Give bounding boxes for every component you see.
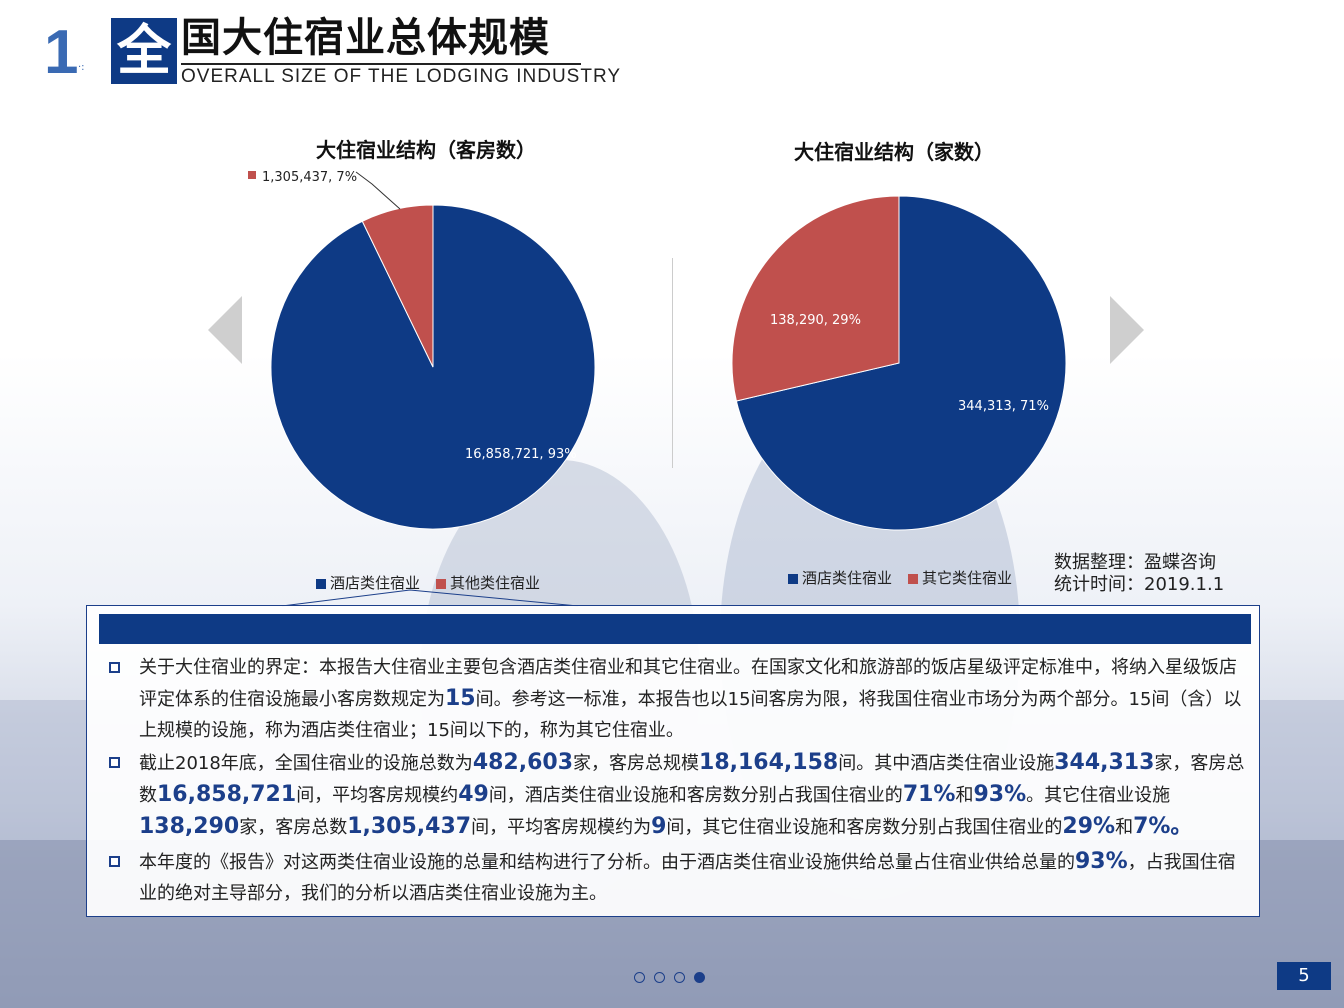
legend-swatch	[316, 578, 326, 589]
pie2-slice-0	[735, 195, 1067, 531]
pager-dot-2[interactable]	[654, 972, 665, 983]
text-span: 间。其中酒店类住宿业设施	[838, 753, 1055, 774]
highlight-value: 18,164,158	[699, 750, 839, 775]
square-bullet-icon	[109, 757, 120, 768]
decorative-dots: ·:	[78, 62, 85, 73]
paragraph-3: 本年度的《报告》对这两类住宿业设施的总量和结构进行了分析。由于酒店类住宿业设施供…	[109, 846, 1249, 909]
chart-title-rooms: 大住宿业结构（客房数）	[316, 138, 536, 162]
highlight-value: 7%。	[1133, 814, 1193, 839]
text-span: 和	[955, 785, 974, 806]
highlight-value: 9	[651, 814, 667, 839]
highlight-value: 482,603	[472, 750, 574, 775]
source-line-1: 数据整理：盈蝶咨询	[1054, 552, 1216, 573]
pie2-slice-1	[731, 195, 900, 402]
section-number: 1	[44, 18, 79, 87]
square-bullet-icon	[109, 662, 120, 673]
page-subtitle: OVERALL SIZE OF THE LODGING INDUSTRY	[181, 66, 622, 87]
pie1-other-label: 1,305,437, 7%	[248, 170, 357, 185]
page-title: 国大住宿业总体规模	[181, 15, 550, 61]
next-arrow-icon[interactable]	[1110, 296, 1144, 364]
pager-dot-3[interactable]	[674, 972, 685, 983]
chart-title-count: 大住宿业结构（家数）	[794, 140, 994, 164]
text-span: 间。参考这一标准，本报告也以15间客房为限，将我国住宿业市场分为两个部分。15间…	[139, 689, 1242, 741]
square-bullet-icon	[109, 856, 120, 867]
highlight-value: 93%	[1075, 849, 1128, 874]
highlight-value: 344,313	[1054, 750, 1155, 775]
pie2-other-label: 138,290, 29%	[770, 313, 861, 328]
text-span: 截止2018年底，全国住宿业的设施总数为	[139, 753, 473, 774]
title-underline	[181, 63, 581, 65]
text-span: 家，客房总数	[139, 753, 1245, 806]
slide-header: 1 ·: 全 国大住宿业总体规模 OVERALL SIZE OF THE LOD…	[0, 0, 1344, 100]
pie1-other-label-swatch	[248, 171, 256, 179]
legend-label: 其它类住宿业	[922, 569, 1013, 587]
legend-swatch	[908, 573, 919, 584]
pie2-hotel-label: 344,313, 71%	[958, 399, 1049, 414]
chart-divider	[672, 258, 673, 468]
text-span: 关于大住宿业的界定：本报告大住宿业主要包含酒店类住宿业和其它住宿业。在国家文化和…	[139, 657, 1237, 710]
text-span: ，占我国住宿业的绝对主导部分，我们的分析以酒店类住宿业设施为主。	[139, 852, 1236, 904]
text-span: 。其它住宿业设施	[1026, 785, 1171, 806]
pager-dot-1[interactable]	[634, 972, 645, 983]
paragraph-2: 截止2018年底，全国住宿业的设施总数为482,603家，客房总规模18,164…	[109, 747, 1249, 843]
pie1-hotel-label: 16,858,721, 93%	[465, 447, 577, 462]
slide-pager	[634, 972, 705, 983]
text-span: 间，平均客房规模约	[296, 785, 459, 806]
highlight-value: 93%	[973, 782, 1027, 807]
pie2-legend: 酒店类住宿业 其它类住宿业	[788, 567, 1012, 588]
page-number: 5	[1277, 962, 1331, 990]
text-span: 间，平均客房规模约为	[471, 817, 652, 838]
prev-arrow-icon[interactable]	[208, 296, 242, 364]
text-span: 间，其它住宿业设施和客房数分别占我国住宿业的	[666, 817, 1063, 838]
legend-item-other: 其它类住宿业	[908, 567, 1012, 588]
text-span: 和	[1115, 817, 1134, 838]
text-span: 间，酒店类住宿业设施和客房数分别占我国住宿业的	[488, 785, 903, 806]
description-box: 关于大住宿业的界定：本报告大住宿业主要包含酒店类住宿业和其它住宿业。在国家文化和…	[86, 605, 1260, 917]
legend-swatch	[788, 573, 798, 584]
data-source: 数据整理：盈蝶咨询 统计时间：2019.1.1	[1054, 552, 1224, 596]
pie1-slice-1	[361, 204, 434, 368]
legend-swatch	[436, 578, 447, 589]
highlight-value: 16,858,721	[157, 782, 297, 807]
text-span: 家，客房总规模	[573, 753, 700, 774]
highlight-value: 15	[445, 686, 476, 711]
legend-label: 酒店类住宿业	[802, 569, 893, 587]
paragraph-1: 关于大住宿业的界定：本报告大住宿业主要包含酒店类住宿业和其它住宿业。在国家文化和…	[109, 652, 1249, 746]
description-header-bar	[99, 614, 1251, 644]
pager-dot-4[interactable]	[694, 972, 705, 983]
legend-item-hotel: 酒店类住宿业	[788, 567, 892, 588]
callout-connector	[281, 589, 579, 607]
legend-item-hotel: 酒店类住宿业	[316, 572, 420, 593]
pie1-leader-line	[355, 171, 401, 210]
highlight-value: 71%	[902, 782, 956, 807]
highlight-value: 49	[458, 782, 489, 807]
text-span: 本年度的《报告》对这两类住宿业设施的总量和结构进行了分析。由于酒店类住宿业设施供…	[139, 852, 1075, 873]
pie-charts	[270, 171, 1067, 531]
highlight-value: 1,305,437	[347, 814, 472, 839]
pie1-legend: 酒店类住宿业 其他类住宿业	[316, 572, 540, 593]
legend-label: 其他类住宿业	[450, 574, 541, 592]
legend-label: 酒店类住宿业	[330, 574, 421, 592]
highlight-value: 138,290	[139, 814, 240, 839]
title-first-char: 全	[111, 18, 177, 84]
legend-item-other: 其他类住宿业	[436, 572, 540, 593]
text-span: 家，客房总数	[239, 817, 348, 838]
highlight-value: 29%	[1062, 814, 1116, 839]
pie1-other-label-text: 1,305,437, 7%	[262, 170, 358, 185]
source-line-2: 统计时间：2019.1.1	[1054, 574, 1225, 595]
